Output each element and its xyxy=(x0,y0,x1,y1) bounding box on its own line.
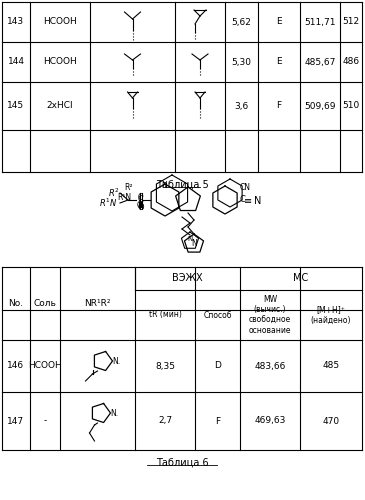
Text: 470: 470 xyxy=(322,416,339,426)
Text: N.: N. xyxy=(112,356,120,366)
Text: 8,35: 8,35 xyxy=(155,362,175,370)
Text: E: E xyxy=(276,18,282,26)
Text: 483,66: 483,66 xyxy=(254,362,286,370)
Text: CN: CN xyxy=(240,182,251,192)
Text: E: E xyxy=(276,58,282,66)
Text: 511,71: 511,71 xyxy=(304,18,336,26)
Text: 512: 512 xyxy=(342,18,360,26)
Text: 2,7: 2,7 xyxy=(158,416,172,426)
Text: MW
(вычис.)
свободное
основание: MW (вычис.) свободное основание xyxy=(249,295,291,335)
Text: 3,6: 3,6 xyxy=(234,102,249,110)
Text: ВЭЖХ: ВЭЖХ xyxy=(172,273,203,283)
Text: МС: МС xyxy=(293,273,309,283)
Text: F: F xyxy=(276,102,281,110)
Text: N.: N. xyxy=(111,408,119,418)
Text: R¹N: R¹N xyxy=(117,192,131,202)
Text: 485,67: 485,67 xyxy=(304,58,336,66)
Text: HCOOH: HCOOH xyxy=(43,58,77,66)
Text: Таблица 5: Таблица 5 xyxy=(155,180,208,190)
Text: 147: 147 xyxy=(7,416,24,426)
Text: 485: 485 xyxy=(322,362,339,370)
Text: 509,69: 509,69 xyxy=(304,102,336,110)
Text: R²: R² xyxy=(124,182,132,192)
Text: 144: 144 xyxy=(8,58,24,66)
Text: 145: 145 xyxy=(7,102,24,110)
Text: Таблица 6: Таблица 6 xyxy=(156,458,208,468)
Text: 146: 146 xyxy=(7,362,24,370)
Text: 5,62: 5,62 xyxy=(231,18,251,26)
Text: $R^2$: $R^2$ xyxy=(108,187,120,199)
Text: O: O xyxy=(138,204,145,212)
Text: NR¹R²: NR¹R² xyxy=(84,298,111,308)
Text: C: C xyxy=(137,196,143,204)
Text: 2xHCl: 2xHCl xyxy=(47,102,73,110)
Text: tR (мин): tR (мин) xyxy=(149,310,181,320)
Text: Способ: Способ xyxy=(203,310,232,320)
Text: 510: 510 xyxy=(342,102,360,110)
Text: Соль: Соль xyxy=(34,298,57,308)
Text: HCOOH: HCOOH xyxy=(43,18,77,26)
Text: C: C xyxy=(137,192,143,202)
Text: N: N xyxy=(187,236,193,242)
Text: F: F xyxy=(215,416,220,426)
Text: HCOOH: HCOOH xyxy=(28,362,62,370)
Text: 143: 143 xyxy=(7,18,24,26)
Text: 469,63: 469,63 xyxy=(254,416,286,426)
Text: No.: No. xyxy=(8,298,23,308)
Text: 5,30: 5,30 xyxy=(231,58,251,66)
Text: $R^1N$: $R^1N$ xyxy=(100,197,118,209)
Text: C: C xyxy=(239,196,245,204)
Text: D: D xyxy=(214,362,221,370)
Text: N: N xyxy=(161,182,167,190)
Text: N: N xyxy=(191,238,197,248)
Text: [M+H]⁺
(найдено): [M+H]⁺ (найдено) xyxy=(311,306,351,324)
Text: O: O xyxy=(137,200,143,209)
Text: $\equiv$N: $\equiv$N xyxy=(242,194,262,206)
Text: 486: 486 xyxy=(342,58,360,66)
Text: -: - xyxy=(43,416,47,426)
